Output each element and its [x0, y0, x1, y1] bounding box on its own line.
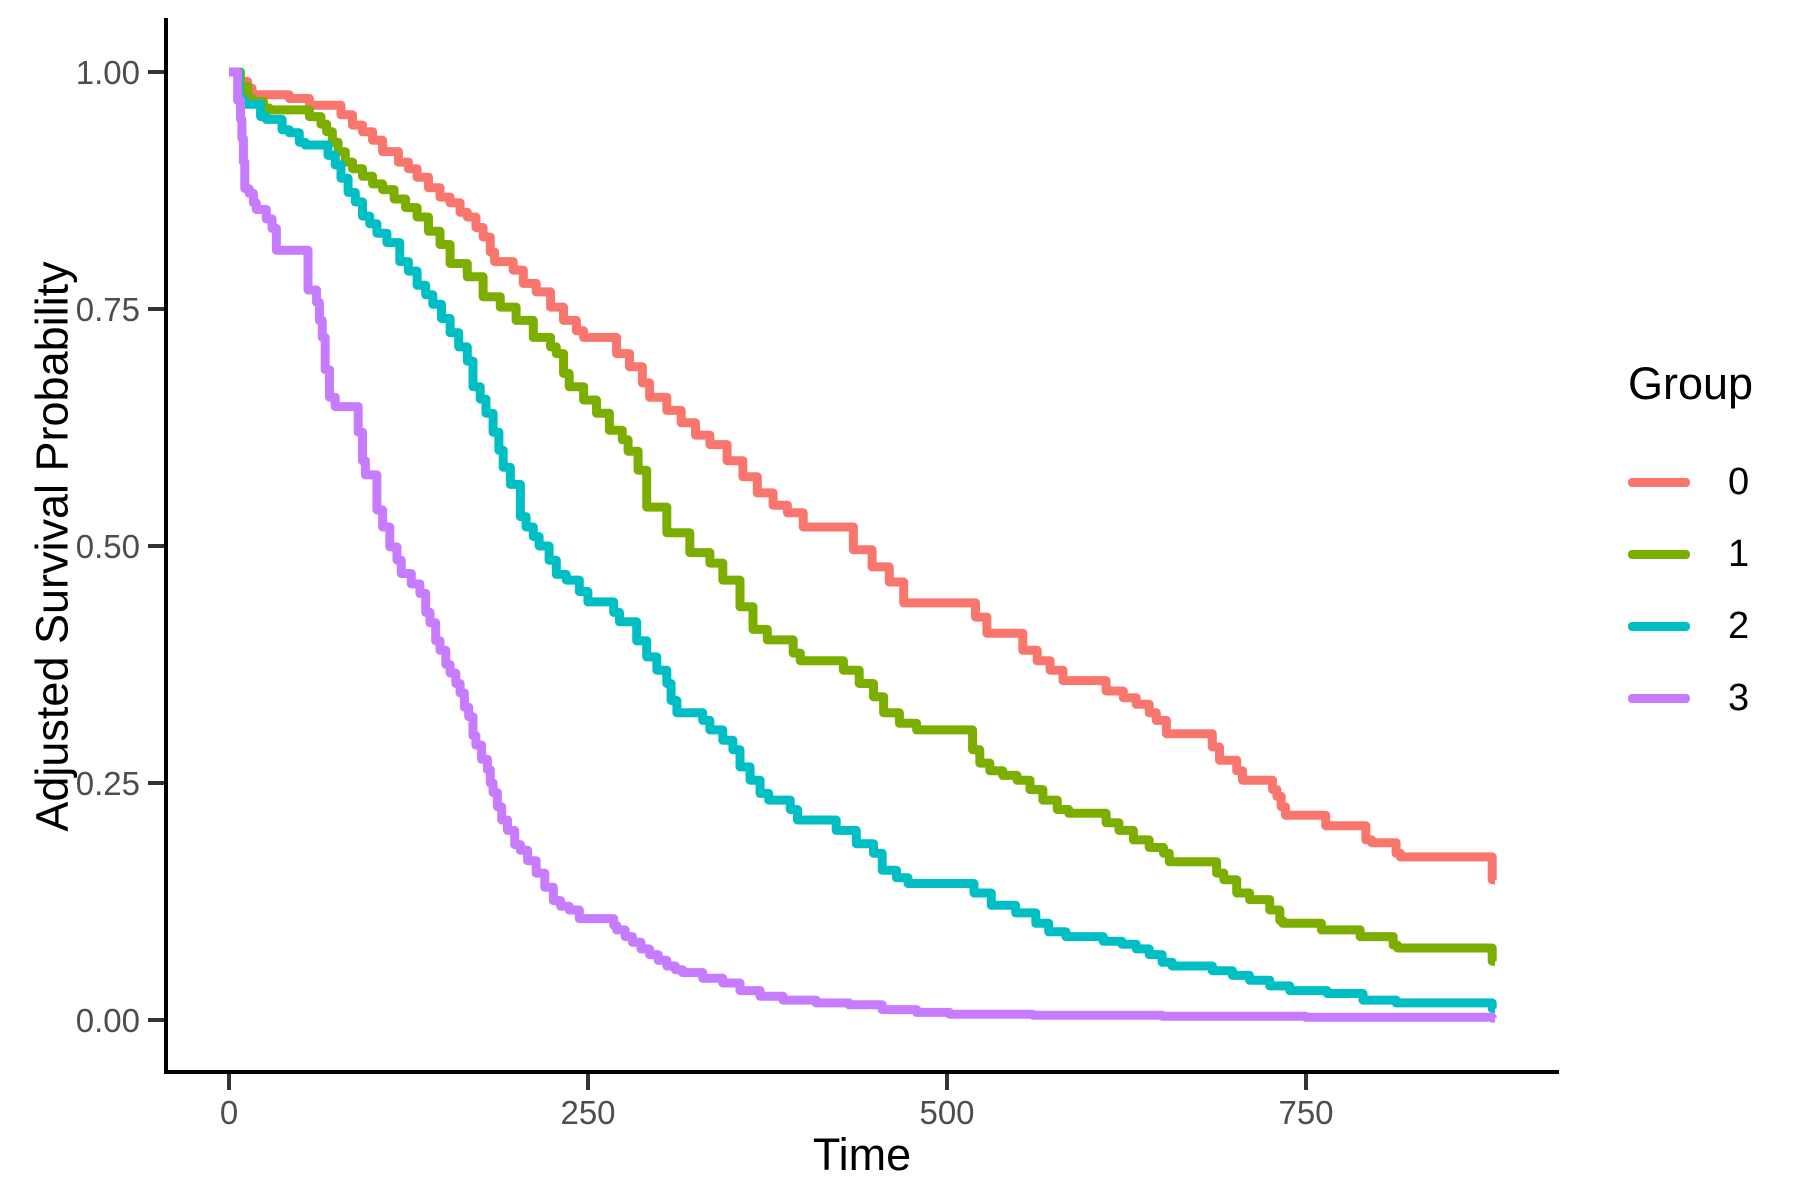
survival-curve-group-1 [229, 67, 1497, 966]
legend-entry-group-0: 0 [1628, 446, 1798, 518]
survival-curve-group-2 [229, 67, 1497, 1014]
x-axis-title: Time [812, 1129, 912, 1180]
y-tick-label: 0.75 [75, 291, 140, 328]
y-tick-label: 0.00 [75, 1002, 140, 1039]
y-tick [148, 544, 164, 548]
x-tick-label: 750 [1278, 1094, 1334, 1131]
legend-label: 0 [1728, 460, 1750, 503]
x-tick-label: 0 [219, 1094, 239, 1131]
y-axis-line [164, 18, 168, 1074]
y-tick [148, 781, 164, 785]
x-tick [227, 1074, 231, 1090]
legend-label: 1 [1728, 532, 1750, 575]
legend-key-line-group-1 [1628, 549, 1690, 559]
legend-key-line-group-3 [1628, 693, 1690, 703]
legend-label: 2 [1728, 604, 1750, 647]
y-tick-label: 1.00 [75, 54, 140, 91]
y-tick-label: 0.50 [75, 528, 140, 565]
y-tick [148, 307, 164, 311]
legend-label: 3 [1728, 676, 1750, 719]
y-tick [148, 1018, 164, 1022]
survival-curve-group-0 [229, 67, 1497, 885]
legend-entry-group-1: 1 [1628, 518, 1798, 590]
y-tick [148, 70, 164, 74]
x-axis-line [164, 1070, 1559, 1074]
x-tick [1304, 1074, 1308, 1090]
legend-title: Group [1628, 358, 1754, 409]
survival-curve-group-3 [229, 67, 1497, 1023]
y-tick-label: 0.25 [75, 765, 140, 802]
legend-entry-group-2: 2 [1628, 590, 1798, 662]
y-axis-title: Adjusted Survival Probability [26, 261, 78, 832]
x-tick [586, 1074, 590, 1090]
x-tick [945, 1074, 949, 1090]
legend-entry-group-3: 3 [1628, 662, 1798, 734]
legend: Group 0 1 2 3 [1628, 358, 1798, 734]
x-tick-label: 250 [560, 1094, 616, 1131]
legend-key-line-group-2 [1628, 621, 1690, 631]
legend-key-line-group-0 [1628, 477, 1690, 487]
x-tick-label: 500 [919, 1094, 975, 1131]
